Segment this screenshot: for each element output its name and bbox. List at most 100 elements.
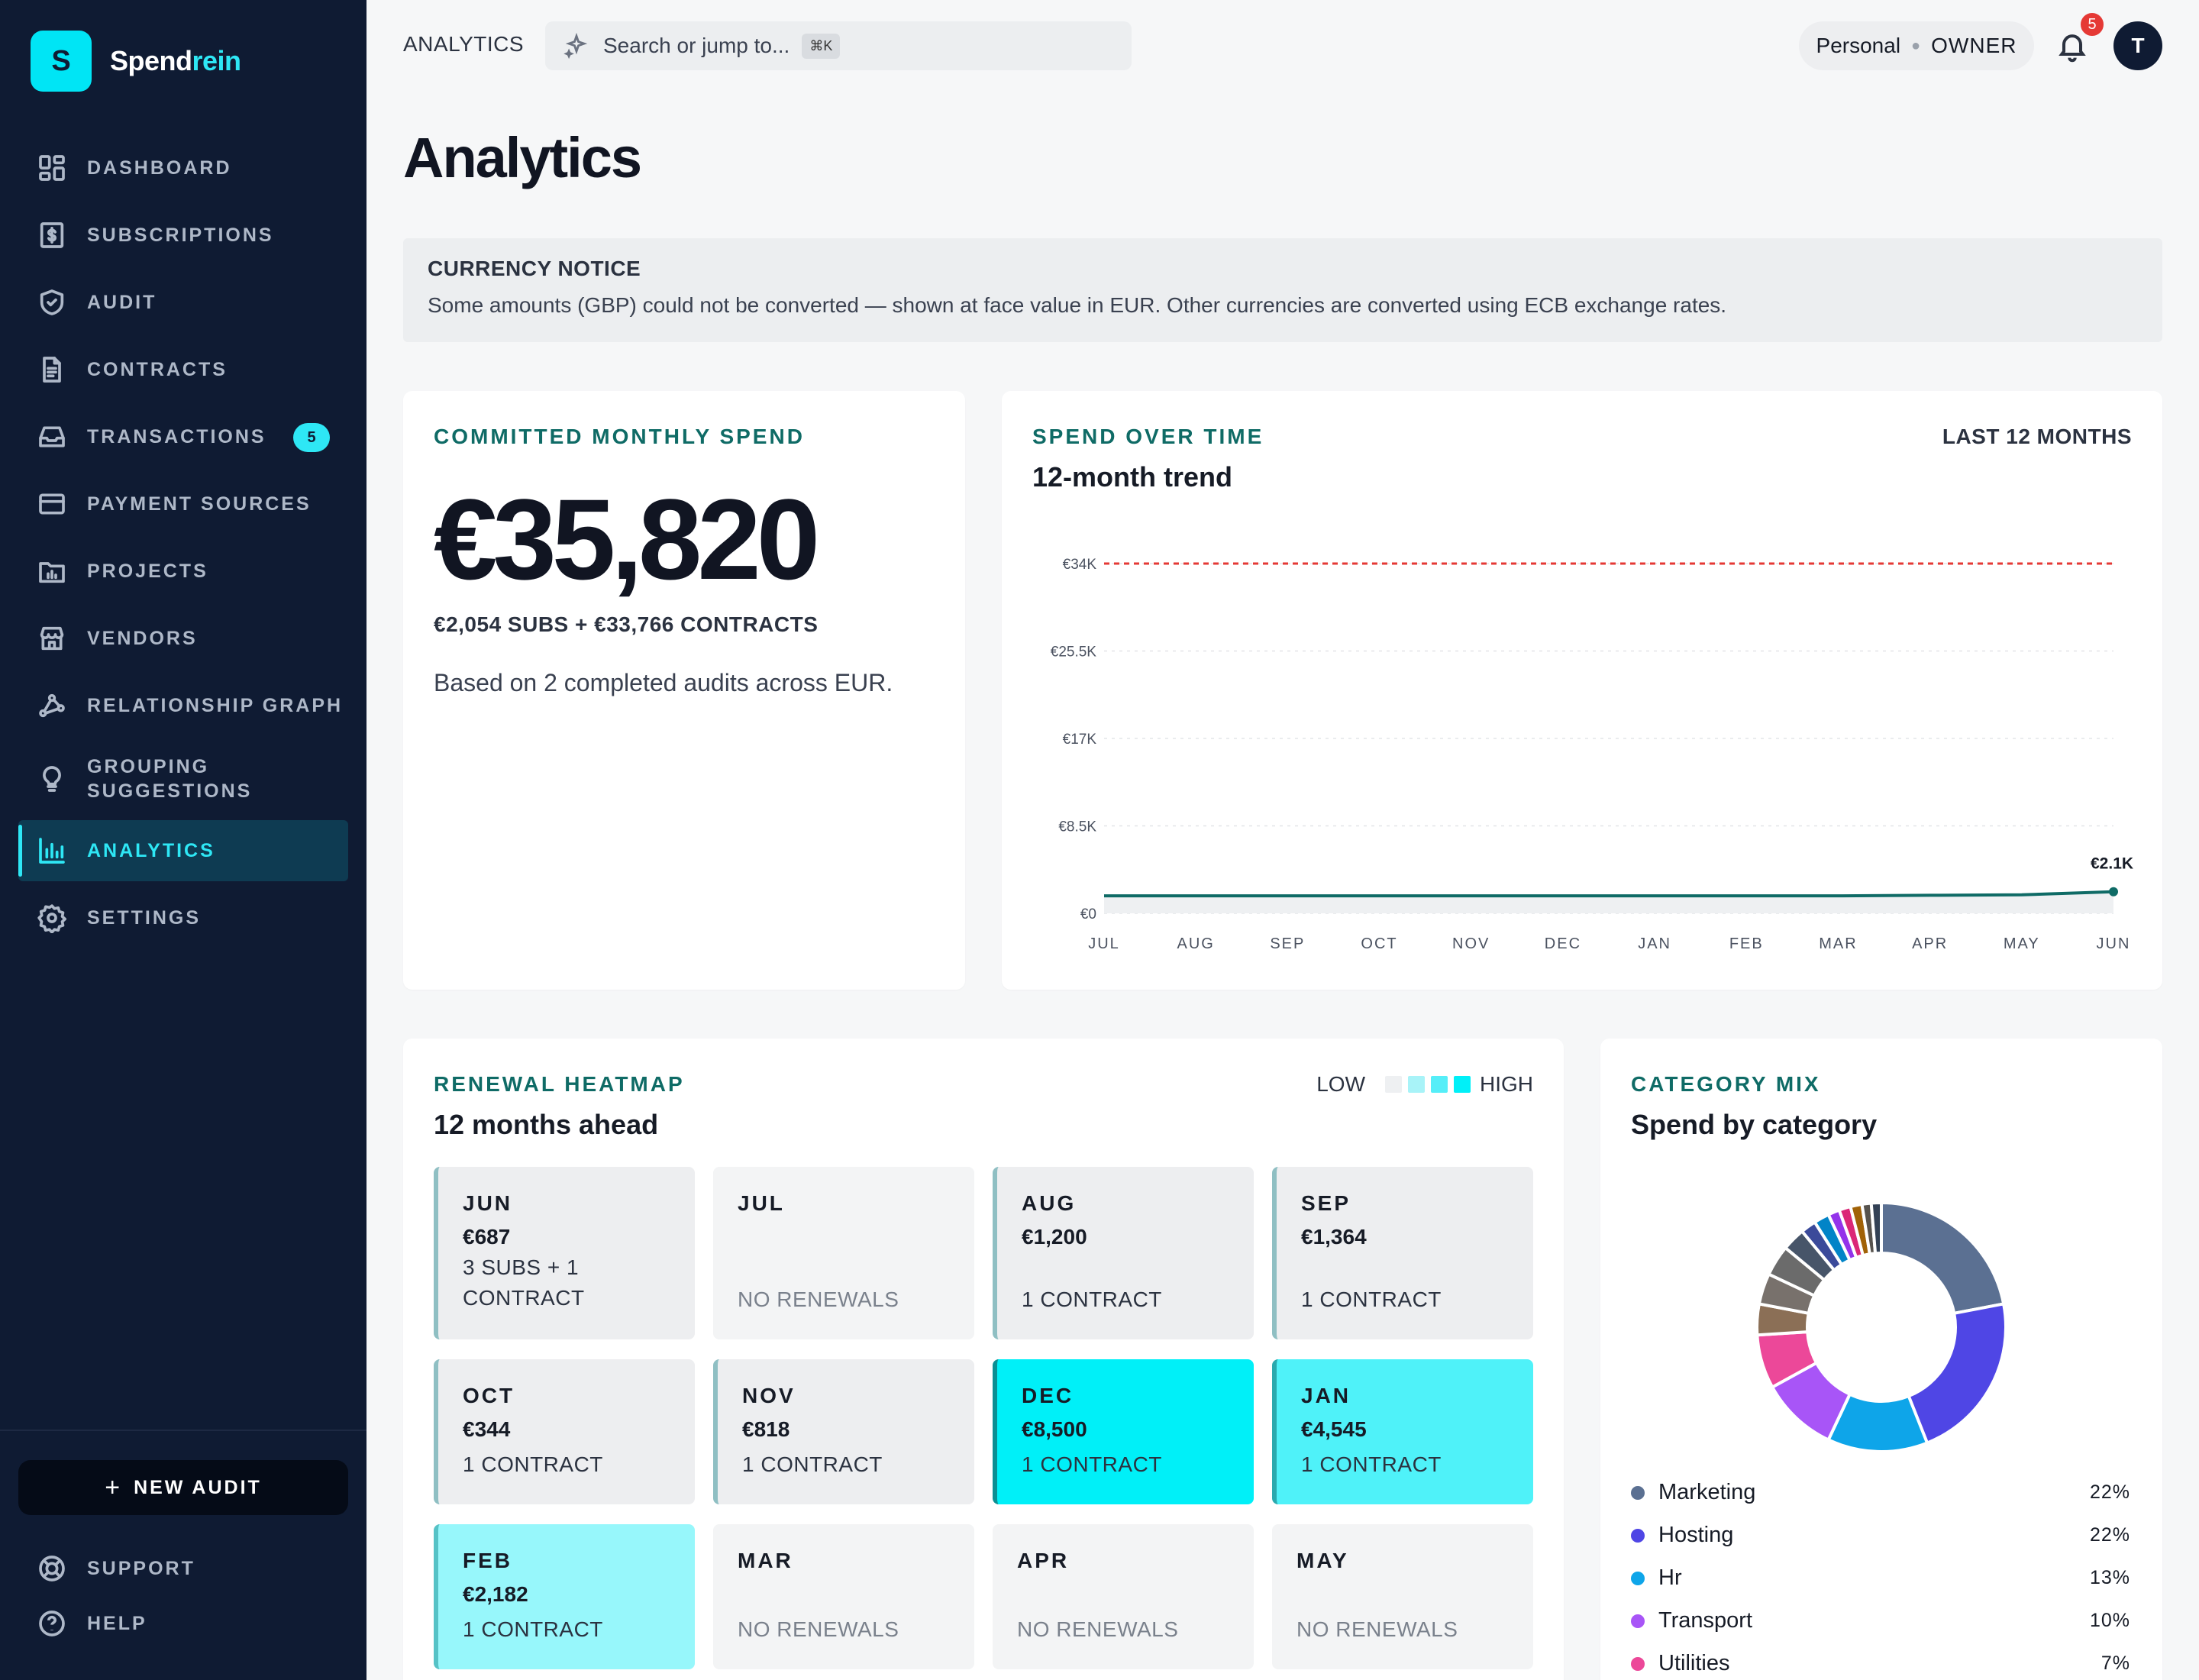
committed-eyebrow: COMMITTED MONTHLY SPEND [434,425,805,448]
legend-low: LOW [1316,1072,1365,1096]
sidebar-item-vendors[interactable]: VENDORS [18,608,348,669]
cell-detail: 1 CONTRACT [742,1452,883,1476]
brand-name: Spendrein [110,45,241,77]
series-line [1104,890,2114,898]
cell-amount: €2,182 [463,1582,528,1606]
y-tick-label: €0 [1080,906,1096,922]
gear-icon [37,903,67,934]
y-tick-label: €25.5K [1051,645,1097,661]
notifications-button[interactable] [2055,29,2089,63]
range-selector[interactable]: LAST 12 MONTHS [1942,425,2132,448]
notification-count-badge: 5 [2078,11,2106,38]
heatmap-cell-oct[interactable]: OCT €344 1 CONTRACT [434,1359,695,1504]
x-tick-label: SEP [1270,935,1305,952]
donut-slice [1880,1200,2006,1316]
sidebar-item-payment-sources[interactable]: PAYMENT SOURCES [18,473,348,535]
cell-month: FEB [463,1549,512,1572]
category-percent: 13% [2089,1567,2130,1588]
lightbulb-icon [37,764,67,794]
cell-amount: €8,500 [1022,1417,1087,1441]
x-tick-label: JUN [2097,935,2131,952]
bar-chart-icon [37,835,67,866]
sidebar: S Spendrein DASHBOARD SUBSCRIPTIONS AUDI… [0,0,366,1680]
heatmap-cell-nov[interactable]: NOV €818 1 CONTRACT [713,1359,974,1504]
heatmap-cell-jan[interactable]: JAN €4,545 1 CONTRACT [1272,1359,1533,1504]
legend-swatch-2 [1408,1076,1425,1093]
category-name: Utilities [1658,1651,1730,1675]
x-tick-label: MAR [1819,935,1857,952]
sidebar-item-transactions[interactable]: TRANSACTIONS 5 [18,406,348,467]
category-subtitle: Spend by category [1631,1109,1878,1140]
y-tick-label: €8.5K [1058,819,1096,835]
breadcrumb: ANALYTICS [403,32,525,56]
cell-detail: 1 CONTRACT [1301,1287,1442,1311]
category-row-hosting[interactable]: Hosting 22% [1631,1523,2130,1548]
heatmap-cell-jul[interactable]: JUL NO RENEWALS [713,1167,974,1339]
heatmap-cell-dec[interactable]: DEC €8,500 1 CONTRACT [993,1359,1254,1504]
document-icon [37,354,67,385]
cell-month: JAN [1301,1384,1351,1407]
category-row-utilities[interactable]: Utilities 7% [1631,1651,2130,1676]
heatmap-cell-feb[interactable]: FEB €2,182 1 CONTRACT [434,1524,695,1669]
category-row-hr[interactable]: Hr 13% [1631,1565,2130,1591]
sidebar-item-relationship-graph[interactable]: RELATIONSHIP GRAPH [18,675,348,736]
y-tick-label: €17K [1063,732,1097,748]
category-donut-chart [1755,1200,2007,1453]
category-row-marketing[interactable]: Marketing 22% [1631,1480,2130,1505]
shield-check-icon [37,287,67,318]
help-link[interactable]: HELP [37,1608,147,1639]
category-percent: 22% [2089,1481,2130,1503]
sidebar-item-label: ANALYTICS [87,840,215,861]
cell-detail: 1 CONTRACT [1301,1452,1442,1476]
support-link[interactable]: SUPPORT [37,1553,195,1584]
workspace-name: Personal [1816,34,1901,57]
brand-name-part-1: Spend [110,45,192,76]
sidebar-item-settings[interactable]: SETTINGS [18,887,348,948]
renewal-heatmap-card: RENEWAL HEATMAP 12 months ahead LOW HIGH… [403,1039,1564,1680]
avatar[interactable]: T [2113,21,2162,70]
spend-line-chart: €0 €8.5K €17K €25.5K €34K JUL AUG SEP OCT NOV DEC J… [1051,557,2133,952]
legend-high: HIGH [1480,1072,1533,1096]
sidebar-item-analytics[interactable]: ANALYTICS [18,820,348,881]
new-audit-button[interactable]: + NEW AUDIT [18,1460,348,1515]
brand[interactable]: S Spendrein [31,31,241,92]
cell-month: MAY [1296,1549,1349,1572]
sidebar-divider [0,1430,366,1431]
sidebar-item-contracts[interactable]: CONTRACTS [18,339,348,400]
committed-based-on: Based on 2 completed audits across EUR. [434,669,893,696]
category-percent: 7% [2101,1653,2130,1674]
cell-detail: NO RENEWALS [1296,1617,1458,1641]
x-tick-label: JUL [1088,935,1120,952]
category-mix-card: CATEGORY MIX Spend by category Marketing… [1600,1039,2162,1680]
category-row-transport[interactable]: Transport 10% [1631,1608,2130,1633]
sidebar-item-audit[interactable]: AUDIT [18,272,348,333]
credit-card-icon [37,489,67,519]
workspace-switcher[interactable]: Personal ● OWNER [1799,21,2034,70]
category-color-dot [1631,1656,1645,1671]
heatmap-cell-mar[interactable]: MAR NO RENEWALS [713,1524,974,1669]
heatmap-cell-may[interactable]: MAY NO RENEWALS [1272,1524,1533,1669]
cell-detail: NO RENEWALS [738,1287,899,1311]
heatmap-cell-jun[interactable]: JUN €687 3 SUBS + 1 CONTRACT [434,1167,695,1339]
sidebar-item-grouping-suggestions[interactable]: GROUPING SUGGESTIONS [18,742,348,816]
category-eyebrow: CATEGORY MIX [1631,1072,1821,1096]
sidebar-item-label: TRANSACTIONS [87,426,266,447]
brand-name-part-2: rein [192,45,242,76]
cell-detail: 3 SUBS + 1 CONTRACT [463,1255,585,1310]
sidebar-item-projects[interactable]: PROJECTS [18,541,348,602]
sidebar-item-label: SUBSCRIPTIONS [87,225,274,246]
heatmap-cell-aug[interactable]: AUG €1,200 1 CONTRACT [993,1167,1254,1339]
cell-amount: €1,364 [1301,1225,1367,1249]
search-input[interactable]: Search or jump to... ⌘K [545,21,1132,70]
x-tick-label: APR [1912,935,1948,952]
committed-spend-card: COMMITTED MONTHLY SPEND €35,820 €2,054 S… [403,391,965,990]
heatmap-cell-apr[interactable]: APR NO RENEWALS [993,1524,1254,1669]
sidebar-item-dashboard[interactable]: DASHBOARD [18,137,348,199]
sidebar-item-label: CONTRACTS [87,359,228,380]
x-tick-label: AUG [1177,935,1215,952]
category-name: Transport [1658,1608,1753,1633]
heatmap-cell-sep[interactable]: SEP €1,364 1 CONTRACT [1272,1167,1533,1339]
heatmap-legend: LOW HIGH [1316,1072,1533,1097]
cell-month: OCT [463,1384,515,1407]
sidebar-item-subscriptions[interactable]: SUBSCRIPTIONS [18,205,348,266]
